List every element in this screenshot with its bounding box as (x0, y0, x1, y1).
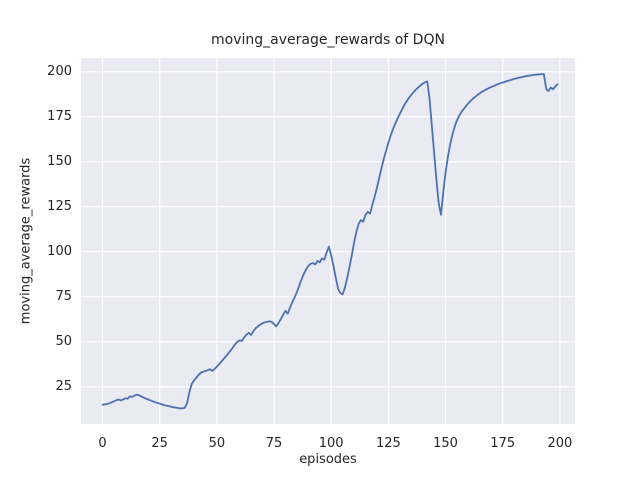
plot-area (81, 58, 575, 424)
y-tick-label: 50 (55, 333, 72, 349)
x-tick-label: 200 (547, 436, 573, 451)
x-tick-label: 100 (318, 436, 344, 451)
x-tick-label: 25 (151, 436, 168, 451)
x-tick-label: 50 (208, 436, 226, 451)
x-tick-label: 150 (433, 436, 458, 451)
x-tick-label: 0 (98, 436, 107, 451)
plot-canvas (81, 58, 575, 424)
series-line (101, 73, 559, 410)
chart-title: moving_average_rewards of DQN (211, 32, 445, 48)
y-tick-label: 150 (47, 153, 72, 169)
y-tick-label: 25 (55, 378, 72, 394)
x-tick-label: 175 (490, 436, 516, 451)
y-tick-label: 75 (55, 288, 72, 304)
y-tick-label: 200 (47, 63, 72, 79)
y-tick-label: 125 (47, 198, 72, 214)
x-axis-label: episodes (299, 452, 357, 467)
x-tick-label: 75 (265, 436, 283, 451)
y-tick-label: 100 (47, 243, 72, 259)
x-tick-label: 125 (375, 436, 401, 451)
y-tick-label: 175 (47, 108, 72, 124)
